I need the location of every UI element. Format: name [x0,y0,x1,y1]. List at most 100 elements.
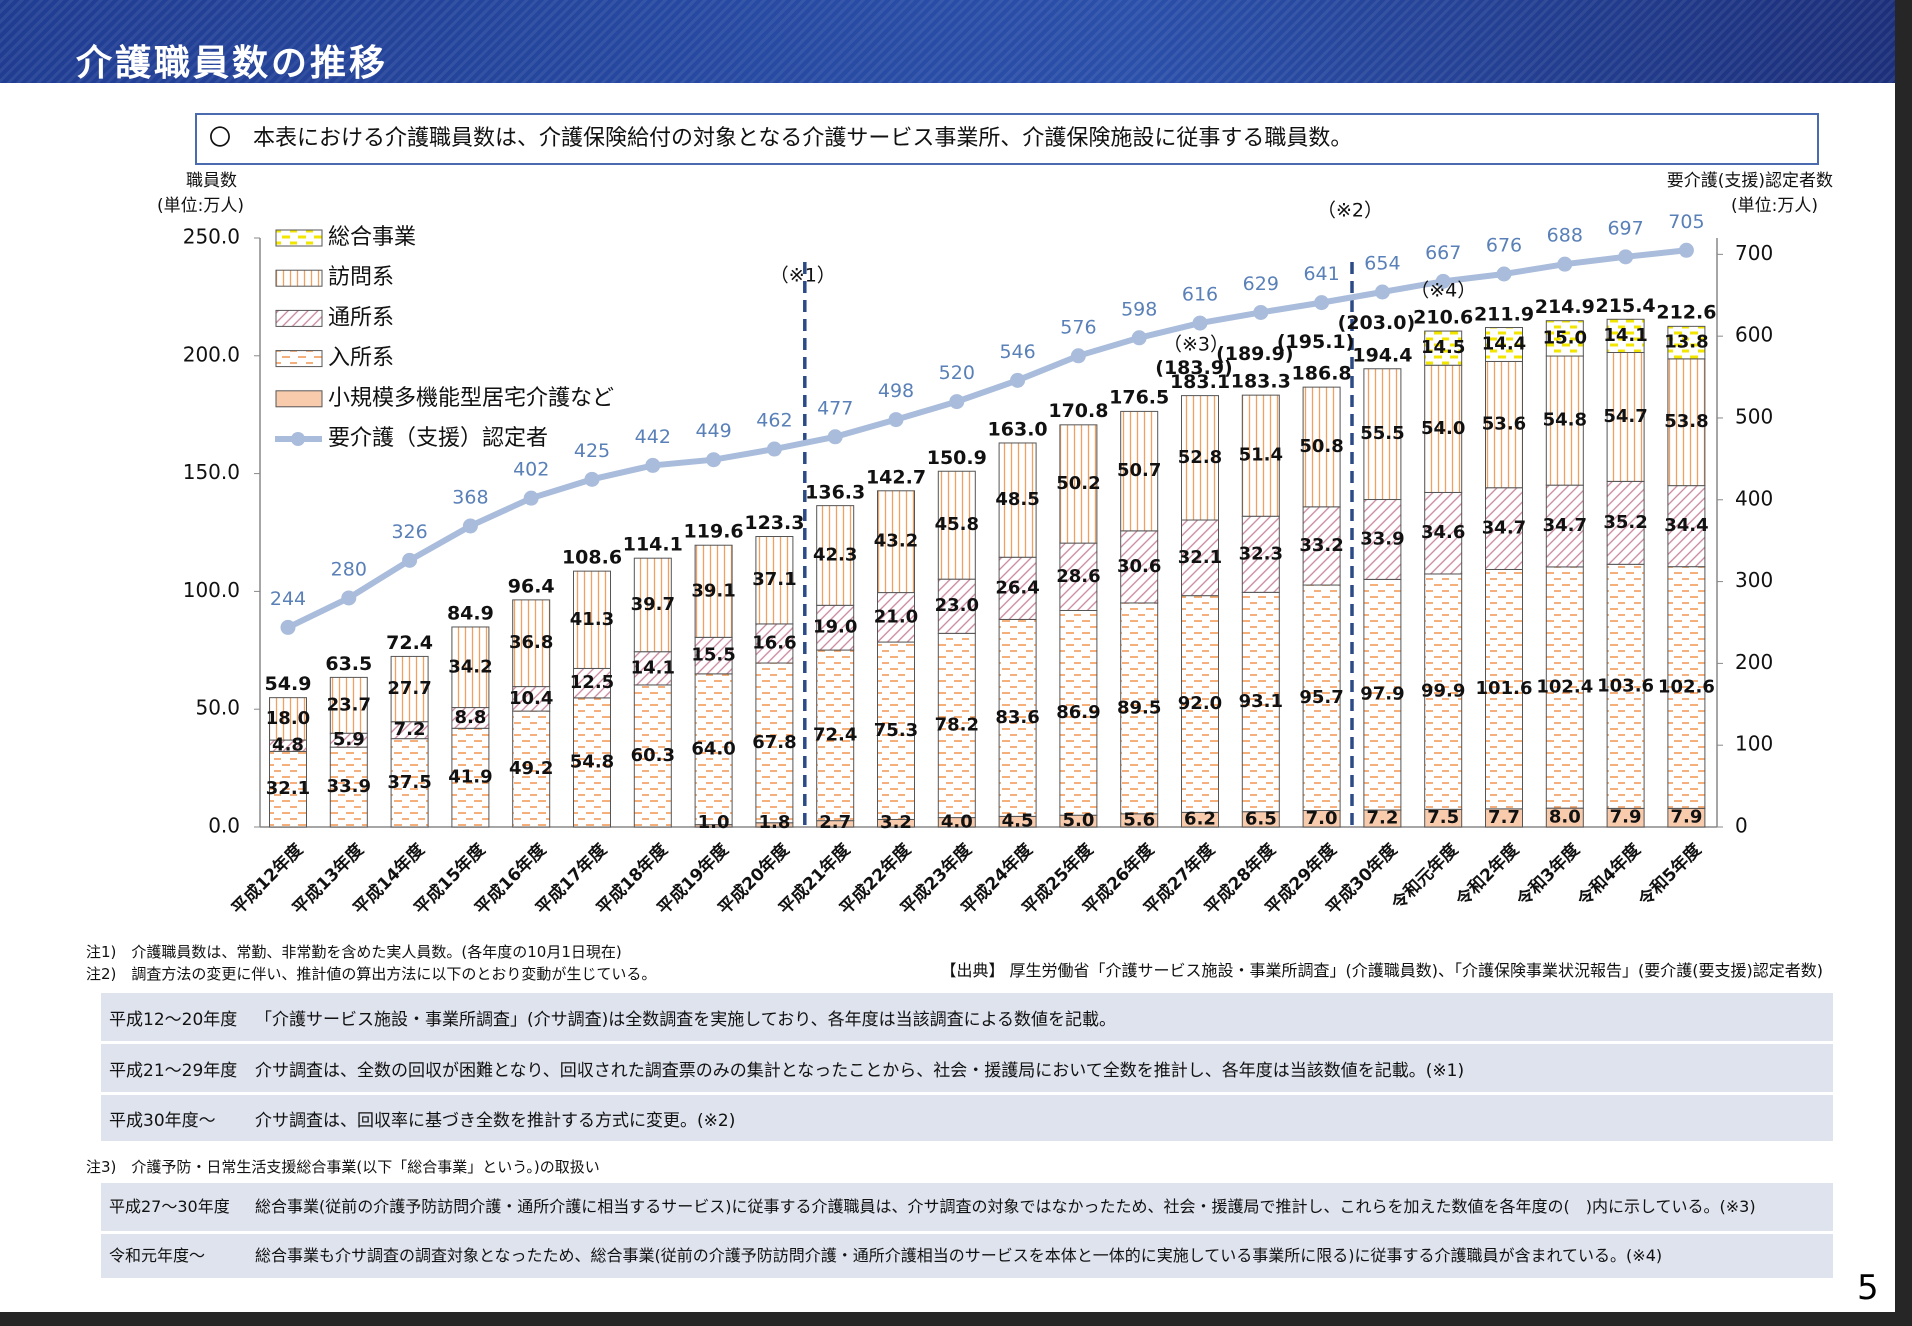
x-tick-label: 令和3年度 [1513,839,1585,911]
data-label: 53.8 [1664,411,1708,432]
data-label: 7.7 [1488,807,1520,828]
bar-segment [329,746,368,828]
data-label: 6.2 [1184,809,1216,830]
bar-segment [816,649,855,822]
data-label: 15.5 [691,645,735,666]
annotation: （※4） [1410,280,1476,302]
data-label: 54.7 [1603,406,1647,427]
bar-segment [451,626,490,709]
data-label: 39.7 [631,594,675,615]
data-label: 54.8 [1543,410,1587,431]
line-label: 654 [1364,252,1400,274]
data-label: 3.2 [880,812,912,833]
data-label: 15.0 [1543,327,1587,348]
data-label: 6.5 [1245,808,1277,829]
chart: 0.0 50.0 100.0 150.0 200.0 250.0 0 100 200 300 400… [157,171,1833,919]
bar-segment [1485,568,1523,810]
line-point [645,457,661,473]
bar-segment [1059,609,1098,816]
bar-segment [937,470,976,580]
bar-segment [1424,573,1463,810]
legend-label: 訪問系 [328,265,394,290]
data-label: 7.9 [1610,807,1642,828]
data-label: 50.2 [1056,473,1100,494]
line [286,247,1687,631]
table-row: 平成27～30年度 総合事業(従前の介護予防訪問介護・通所介護に相当するサービス)… [101,1183,1833,1231]
line-label: 616 [1182,284,1218,306]
header-bar: 介護職員数の推移 [0,0,1895,84]
cell: 「介護サービス施設・事業所調査」(介サ調査)は全数調査を実施しており、各年度は当… [247,993,1833,1041]
data-label: 34.4 [1664,515,1708,536]
bar-segment [1606,563,1645,809]
data-label: 42.3 [813,544,857,565]
adjusted-total-label: (195.1) [1277,331,1354,353]
y2-tick-label: 100 [1735,732,1773,756]
data-label: 32.1 [266,778,310,799]
data-label: 33.2 [1299,535,1343,556]
data-label: 35.2 [1603,512,1647,533]
bar-segment [1424,491,1463,575]
data-label: 8.0 [1549,807,1581,828]
line-point [1557,256,1573,272]
data-label: 78.2 [935,714,979,735]
bar-segment [1667,358,1706,487]
table-row: 令和元年度～ 総合事業も介サ調査の調査対象となったため、総合事業(従前の介護予防訪… [101,1234,1833,1278]
y2-axis-title: (単位:万人) [1731,196,1818,216]
bar-segment [1545,355,1584,486]
total-label: 96.4 [508,575,555,597]
bar-segment [1363,368,1402,501]
data-label: 27.7 [387,678,431,699]
data-label: 67.8 [752,732,796,753]
bar-segment [937,632,976,819]
total-label: 186.8 [1292,362,1352,384]
bar-segment [573,570,611,669]
cell: 介サ調査は、回収率に基づき全数を推計する方式に変更。(※2) [247,1095,1833,1141]
line-point [1374,284,1390,300]
line-label: 425 [574,440,610,462]
bar-segment [816,505,855,606]
data-label: 33.9 [1360,528,1404,549]
header-title: 介護職員数の推移 [76,43,389,84]
data-label: 34.6 [1421,522,1465,543]
bar-segment [998,556,1037,620]
bar-segment [1424,330,1463,366]
table-row: 平成30年度～ 介サ調査は、回収率に基づき全数を推計する方式に変更。(※2) [101,1095,1833,1141]
legend-swatch [275,229,323,247]
total-label: 170.8 [1048,400,1108,422]
line-label: 546 [999,341,1035,363]
data-label: 14.1 [631,657,675,678]
line-point [1192,315,1208,331]
data-label: 75.3 [874,720,918,741]
bar-segment [633,684,672,828]
bar-segment [1059,424,1098,544]
bar-segment [998,442,1037,558]
page-number: 5 [1857,1268,1879,1308]
data-label: 14.5 [1421,337,1465,358]
total-label: 163.0 [988,418,1048,440]
legend-swatch [275,390,323,408]
line-point [280,619,296,635]
data-label: 21.0 [874,606,918,627]
data-label: 30.6 [1117,556,1161,577]
table-row: 平成21～29年度 介サ調査は、全数の回収が困難となり、回収された調査票のみの集計… [101,1044,1833,1092]
bar-segment [1181,595,1219,813]
data-label: 18.0 [266,708,310,729]
bar-segment [633,557,672,653]
line-label: 667 [1425,242,1461,264]
cell: 平成21～29年度 [101,1044,247,1092]
legend-label: 小規模多機能型居宅介護など [328,386,614,411]
x-tick-label: 令和2年度 [1452,839,1524,911]
bar-segment [1241,515,1280,593]
bar-segment [633,651,672,686]
data-label: 50.8 [1299,436,1343,457]
y-tick-label: 150.0 [183,460,240,484]
x-tick-label: 令和元年度 [1387,839,1463,915]
cell: 平成12～20年度 [101,993,247,1041]
bar-segment [1120,602,1159,815]
line-label: 449 [695,420,731,442]
total-label: 212.6 [1656,302,1716,324]
line-point [1253,304,1269,320]
line-label: 442 [635,426,671,448]
total-label: 72.4 [386,632,433,654]
